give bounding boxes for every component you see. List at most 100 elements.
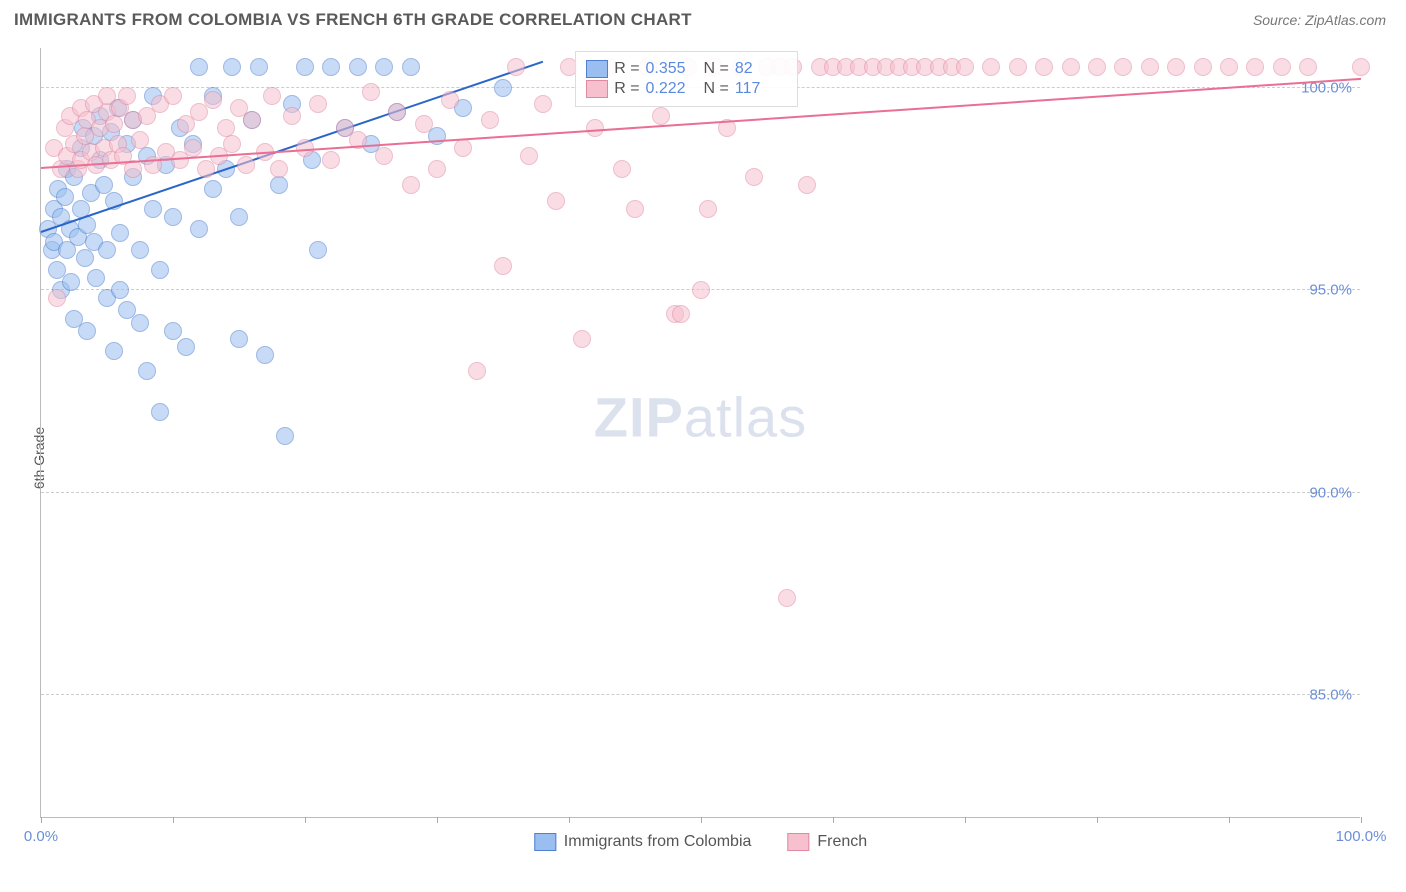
scatter-point: [223, 58, 241, 76]
legend-swatch: [787, 833, 809, 851]
legend-n-value: 117: [735, 80, 787, 98]
scatter-point: [78, 322, 96, 340]
x-tick: [965, 817, 966, 823]
scatter-point: [256, 346, 274, 364]
gridline-h: [41, 492, 1360, 493]
y-tick-label: 90.0%: [1309, 484, 1352, 501]
legend-swatch: [586, 60, 608, 78]
scatter-point: [105, 115, 123, 133]
x-tick-label: 100.0%: [1336, 828, 1387, 845]
watermark: ZIPatlas: [594, 385, 807, 450]
scatter-point: [454, 139, 472, 157]
scatter-point: [48, 289, 66, 307]
scatter-point: [1009, 58, 1027, 76]
scatter-point: [415, 115, 433, 133]
scatter-point: [190, 220, 208, 238]
scatter-point: [349, 58, 367, 76]
scatter-point: [798, 176, 816, 194]
scatter-point: [322, 151, 340, 169]
legend-r-value: 0.355: [646, 60, 698, 78]
scatter-point: [62, 273, 80, 291]
scatter-point: [1220, 58, 1238, 76]
scatter-point: [699, 200, 717, 218]
stats-legend: R =0.355N =82R =0.222N =117: [575, 51, 798, 107]
x-tick: [1361, 817, 1362, 823]
series-legend-label: Immigrants from Colombia: [564, 833, 752, 851]
scatter-point: [76, 249, 94, 267]
scatter-point: [131, 241, 149, 259]
scatter-point: [105, 342, 123, 360]
scatter-point: [250, 58, 268, 76]
x-tick: [437, 817, 438, 823]
x-tick: [1097, 817, 1098, 823]
scatter-point: [1299, 58, 1317, 76]
scatter-point: [56, 188, 74, 206]
scatter-point: [263, 87, 281, 105]
x-tick-label: 0.0%: [24, 828, 58, 845]
scatter-point: [547, 192, 565, 210]
scatter-point: [204, 91, 222, 109]
x-tick: [569, 817, 570, 823]
scatter-point: [98, 241, 116, 259]
x-tick: [173, 817, 174, 823]
scatter-point: [1062, 58, 1080, 76]
scatter-point: [1141, 58, 1159, 76]
scatter-point: [243, 111, 261, 129]
scatter-point: [494, 257, 512, 275]
scatter-point: [481, 111, 499, 129]
scatter-point: [237, 156, 255, 174]
chart-area: 6th Grade ZIPatlas 85.0%90.0%95.0%100.0%…: [0, 38, 1406, 878]
scatter-point: [402, 176, 420, 194]
scatter-point: [276, 427, 294, 445]
scatter-point: [626, 200, 644, 218]
scatter-point: [95, 176, 113, 194]
legend-n-label: N =: [704, 60, 729, 78]
scatter-point: [190, 58, 208, 76]
scatter-point: [111, 281, 129, 299]
scatter-point: [164, 322, 182, 340]
y-tick-label: 95.0%: [1309, 282, 1352, 299]
legend-swatch: [586, 80, 608, 98]
scatter-point: [613, 160, 631, 178]
scatter-point: [322, 58, 340, 76]
legend-r-label: R =: [614, 60, 639, 78]
scatter-point: [177, 338, 195, 356]
scatter-point: [1273, 58, 1291, 76]
gridline-h: [41, 694, 1360, 695]
scatter-point: [309, 241, 327, 259]
scatter-point: [270, 160, 288, 178]
scatter-point: [468, 362, 486, 380]
scatter-point: [573, 330, 591, 348]
y-tick-label: 85.0%: [1309, 687, 1352, 704]
scatter-point: [118, 87, 136, 105]
scatter-point: [534, 95, 552, 113]
scatter-point: [362, 83, 380, 101]
legend-swatch: [534, 833, 556, 851]
scatter-point: [1167, 58, 1185, 76]
scatter-point: [375, 58, 393, 76]
scatter-point: [270, 176, 288, 194]
scatter-point: [652, 107, 670, 125]
legend-n-value: 82: [735, 60, 787, 78]
scatter-point: [230, 208, 248, 226]
scatter-point: [375, 147, 393, 165]
scatter-point: [131, 314, 149, 332]
scatter-point: [1352, 58, 1370, 76]
scatter-point: [131, 131, 149, 149]
x-tick: [833, 817, 834, 823]
scatter-point: [672, 305, 690, 323]
scatter-point: [1088, 58, 1106, 76]
scatter-point: [956, 58, 974, 76]
plot-region: ZIPatlas 85.0%90.0%95.0%100.0%0.0%100.0%…: [40, 48, 1360, 818]
legend-r-value: 0.222: [646, 80, 698, 98]
scatter-point: [164, 87, 182, 105]
scatter-point: [111, 224, 129, 242]
scatter-point: [1246, 58, 1264, 76]
scatter-point: [402, 58, 420, 76]
scatter-point: [184, 139, 202, 157]
scatter-point: [982, 58, 1000, 76]
scatter-point: [388, 103, 406, 121]
scatter-point: [204, 180, 222, 198]
series-legend-label: French: [817, 833, 867, 851]
series-legend-item: French: [787, 833, 867, 851]
